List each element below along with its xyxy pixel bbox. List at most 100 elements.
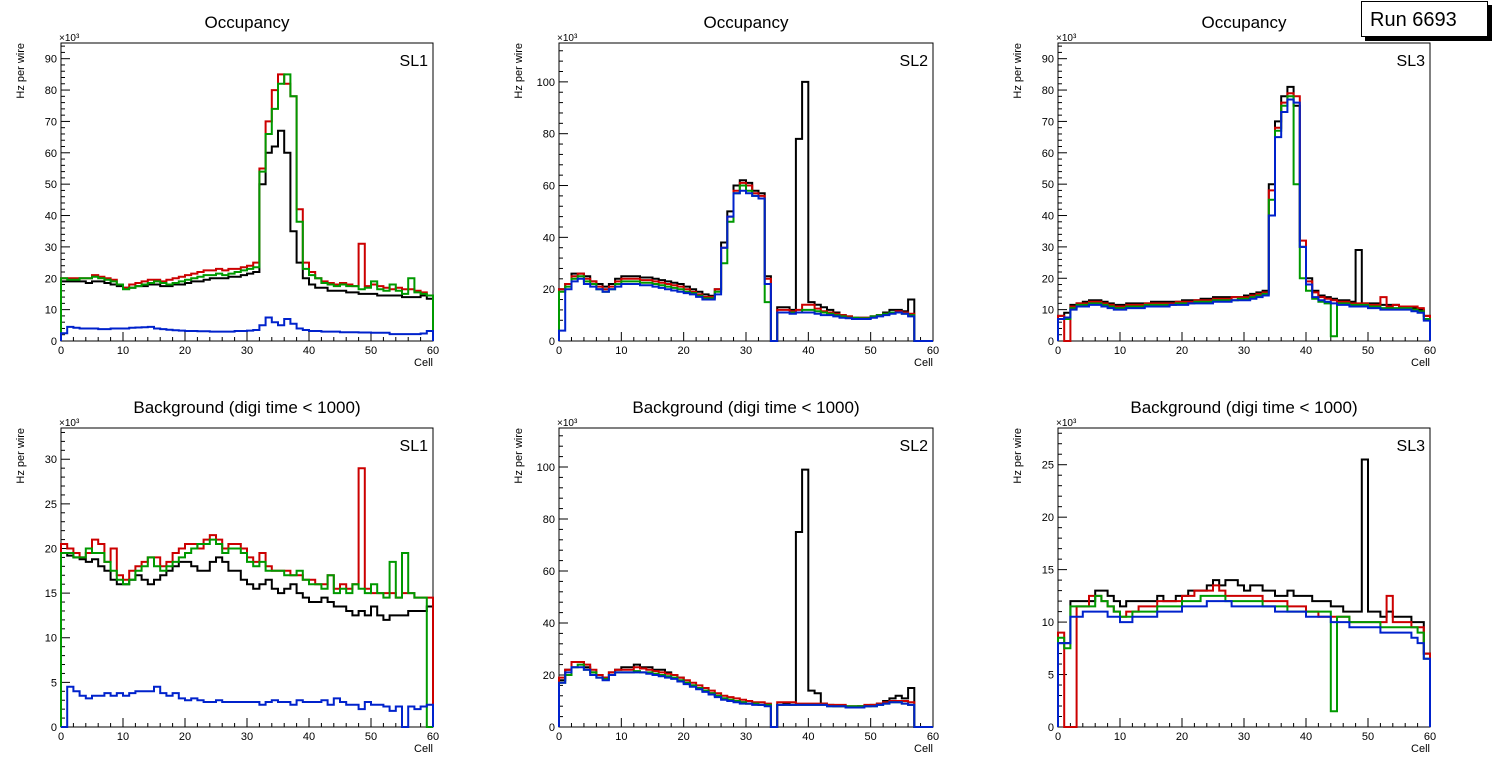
series-blue-line [1057,98,1431,341]
plot-frame [558,427,934,728]
y-tick-label: 60 [543,566,555,578]
y-tick-label: 20 [1042,512,1054,524]
x-axis-label: Cell [914,357,933,369]
y-tick-label: 15 [45,588,57,600]
x-tick-label: 20 [179,345,191,357]
y-tick-label: 100 [537,77,555,89]
y-tick-label: 0 [549,722,555,734]
y-tick-label: 25 [1042,460,1054,472]
series-red-line [60,73,434,341]
y-tick-label: 10 [45,633,57,645]
x-tick-label: 50 [365,345,377,357]
y-tick-label: 80 [45,85,57,97]
y-tick-label: 70 [1042,116,1054,128]
y-tick-label: 25 [45,499,57,511]
x-tick-label: 0 [556,731,562,743]
y-tick-label: 90 [45,54,57,66]
x-tick-label: 0 [58,731,64,743]
y-axis-label: Hz per wire [1012,43,1024,99]
y-tick-label: 10 [1042,305,1054,317]
series-blue-line [1057,600,1431,727]
series-green-line [60,73,434,341]
y-tick-label: 10 [1042,617,1054,629]
x-tick-label: 50 [865,345,877,357]
x-tick-label: 10 [117,731,129,743]
y-axis-label: Hz per wire [513,43,525,99]
chart-panel-1: 0 10 20 30 40 50 60Cell0102030405060708090×10³… [15,13,439,369]
x-tick-label: 30 [241,731,253,743]
y-axis-label: Hz per wire [513,428,525,484]
y-tick-label: 80 [1042,85,1054,97]
x-tick-label: 40 [1300,345,1312,357]
y-tick-label: 0 [1048,722,1054,734]
y-tick-label: 0 [549,336,555,348]
x-tick-label: 30 [1238,345,1250,357]
x-tick-label: 30 [1238,731,1250,743]
x-tick-label: 20 [179,731,191,743]
y-tick-label: 80 [543,514,555,526]
y-tick-label: 100 [537,462,555,474]
plot-frame [1057,427,1431,728]
x-tick-label: 10 [615,345,627,357]
x-tick-label: 50 [365,731,377,743]
superlayer-label: SL2 [900,438,929,455]
x-tick-label: 10 [615,731,627,743]
x-tick-label: 50 [1362,345,1374,357]
y-axis-label: Hz per wire [15,43,27,99]
y-tick-label: 15 [1042,565,1054,577]
x-tick-label: 60 [1424,731,1436,743]
y-tick-label: 40 [45,211,57,223]
run-label-box: Run 6693 [1361,1,1488,37]
chart-title: Occupancy [1201,13,1287,32]
y-axis-label: Hz per wire [1012,428,1024,484]
series-black-line [558,468,933,728]
x-tick-label: 30 [740,731,752,743]
series-black-line [60,552,434,727]
y-tick-label: 40 [543,232,555,244]
y-tick-label: 90 [1042,54,1054,66]
superlayer-label: SL3 [1397,53,1426,70]
y-axis-exponent: ×10³ [1056,418,1077,429]
y-axis-exponent: ×10³ [557,418,578,429]
y-tick-label: 30 [45,242,57,254]
x-tick-label: 20 [678,731,690,743]
x-tick-label: 10 [117,345,129,357]
chart-title: Occupancy [204,13,290,32]
y-tick-label: 60 [1042,148,1054,160]
y-tick-label: 20 [1042,273,1054,285]
y-axis-exponent: ×10³ [1056,33,1077,44]
y-tick-label: 10 [45,305,57,317]
x-tick-label: 50 [1362,731,1374,743]
chart-title: Background (digi time < 1000) [133,398,360,417]
series-blue-line [61,685,434,728]
x-tick-label: 10 [1114,731,1126,743]
superlayer-label: SL3 [1397,438,1426,455]
x-tick-label: 20 [1176,731,1188,743]
superlayer-label: SL1 [400,438,429,455]
x-tick-label: 20 [1176,345,1188,357]
x-axis-label: Cell [414,743,433,755]
y-tick-label: 20 [45,543,57,555]
y-axis-label: Hz per wire [15,428,27,484]
series-blue-line [558,189,933,342]
x-tick-label: 60 [927,345,939,357]
y-tick-label: 50 [45,179,57,191]
y-tick-label: 50 [1042,179,1054,191]
x-tick-label: 60 [927,731,939,743]
chart-title: Occupancy [703,13,789,32]
series-black-line [558,80,933,342]
series-red-line [60,467,434,727]
superlayer-label: SL2 [900,53,929,70]
x-tick-label: 40 [1300,731,1312,743]
y-axis-exponent: ×10³ [557,33,578,44]
series-black-line [60,129,434,341]
y-tick-label: 70 [45,116,57,128]
y-tick-label: 40 [543,618,555,630]
y-tick-label: 80 [543,129,555,141]
x-tick-label: 0 [1055,345,1061,357]
chart-title: Background (digi time < 1000) [1130,398,1357,417]
